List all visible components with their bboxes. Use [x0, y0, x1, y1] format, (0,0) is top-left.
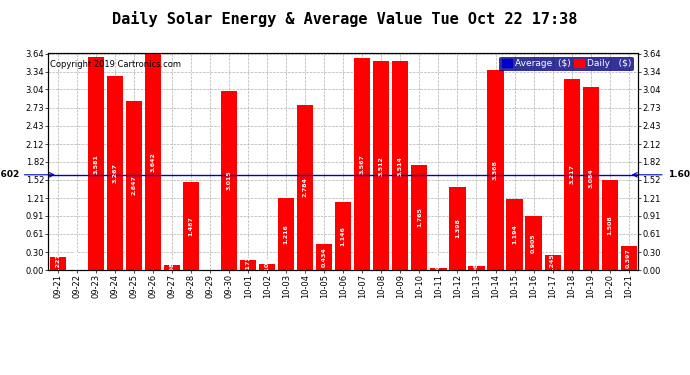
Text: 0.905: 0.905: [531, 233, 536, 253]
Text: 3.514: 3.514: [398, 156, 403, 176]
Text: 3.567: 3.567: [359, 154, 365, 174]
Text: 0.065: 0.065: [474, 258, 479, 278]
Bar: [354, 58, 371, 270]
Bar: [164, 265, 180, 270]
Text: 1.216: 1.216: [284, 224, 288, 244]
Text: 1.146: 1.146: [341, 226, 346, 246]
Bar: [316, 244, 333, 270]
Text: 0.008: 0.008: [75, 250, 79, 269]
Text: 1.602: 1.602: [0, 170, 54, 179]
Text: 0.227: 0.227: [55, 254, 60, 273]
Bar: [373, 61, 389, 270]
Bar: [544, 255, 561, 270]
Bar: [126, 101, 142, 270]
Text: 3.512: 3.512: [379, 156, 384, 176]
Text: 1.398: 1.398: [455, 219, 460, 239]
Bar: [88, 57, 104, 270]
Bar: [183, 182, 199, 270]
Text: 1.602: 1.602: [633, 170, 690, 179]
Text: 1.487: 1.487: [188, 216, 193, 236]
Bar: [278, 198, 294, 270]
Bar: [526, 216, 542, 270]
Bar: [393, 61, 408, 270]
Text: 3.581: 3.581: [93, 154, 99, 174]
Bar: [411, 165, 428, 270]
Bar: [221, 91, 237, 270]
Text: 2.784: 2.784: [303, 177, 308, 197]
Bar: [582, 87, 599, 270]
Bar: [449, 187, 466, 270]
Text: Copyright 2019 Cartronics.com: Copyright 2019 Cartronics.com: [50, 60, 181, 69]
Text: 3.368: 3.368: [493, 160, 498, 180]
Text: 1.765: 1.765: [417, 208, 422, 228]
Legend: Average  ($), Daily   ($): Average ($), Daily ($): [500, 57, 633, 70]
Text: 3.015: 3.015: [226, 171, 232, 190]
Bar: [240, 260, 256, 270]
Bar: [487, 70, 504, 270]
Bar: [50, 256, 66, 270]
Text: 0.245: 0.245: [550, 253, 555, 273]
Text: 3.084: 3.084: [588, 168, 593, 188]
Text: 0.173: 0.173: [246, 255, 250, 275]
Bar: [431, 268, 446, 270]
Text: 3.642: 3.642: [150, 152, 155, 172]
Bar: [297, 105, 313, 270]
Text: 1.194: 1.194: [512, 225, 517, 245]
Text: 0.397: 0.397: [627, 248, 631, 268]
Bar: [602, 180, 618, 270]
Text: 2.847: 2.847: [131, 176, 137, 195]
Text: 3.267: 3.267: [112, 163, 117, 183]
Text: 0.080: 0.080: [170, 258, 175, 278]
Text: 3.217: 3.217: [569, 165, 574, 184]
Text: 0.434: 0.434: [322, 247, 327, 267]
Text: 0.034: 0.034: [436, 250, 441, 269]
Bar: [145, 54, 161, 270]
Bar: [335, 202, 351, 270]
Text: Daily Solar Energy & Average Value Tue Oct 22 17:38: Daily Solar Energy & Average Value Tue O…: [112, 11, 578, 27]
Text: 1.508: 1.508: [607, 215, 612, 235]
Bar: [620, 246, 637, 270]
Bar: [564, 79, 580, 270]
Bar: [506, 199, 522, 270]
Bar: [107, 76, 123, 270]
Bar: [469, 266, 484, 270]
Bar: [259, 264, 275, 270]
Text: 0.100: 0.100: [265, 257, 270, 277]
